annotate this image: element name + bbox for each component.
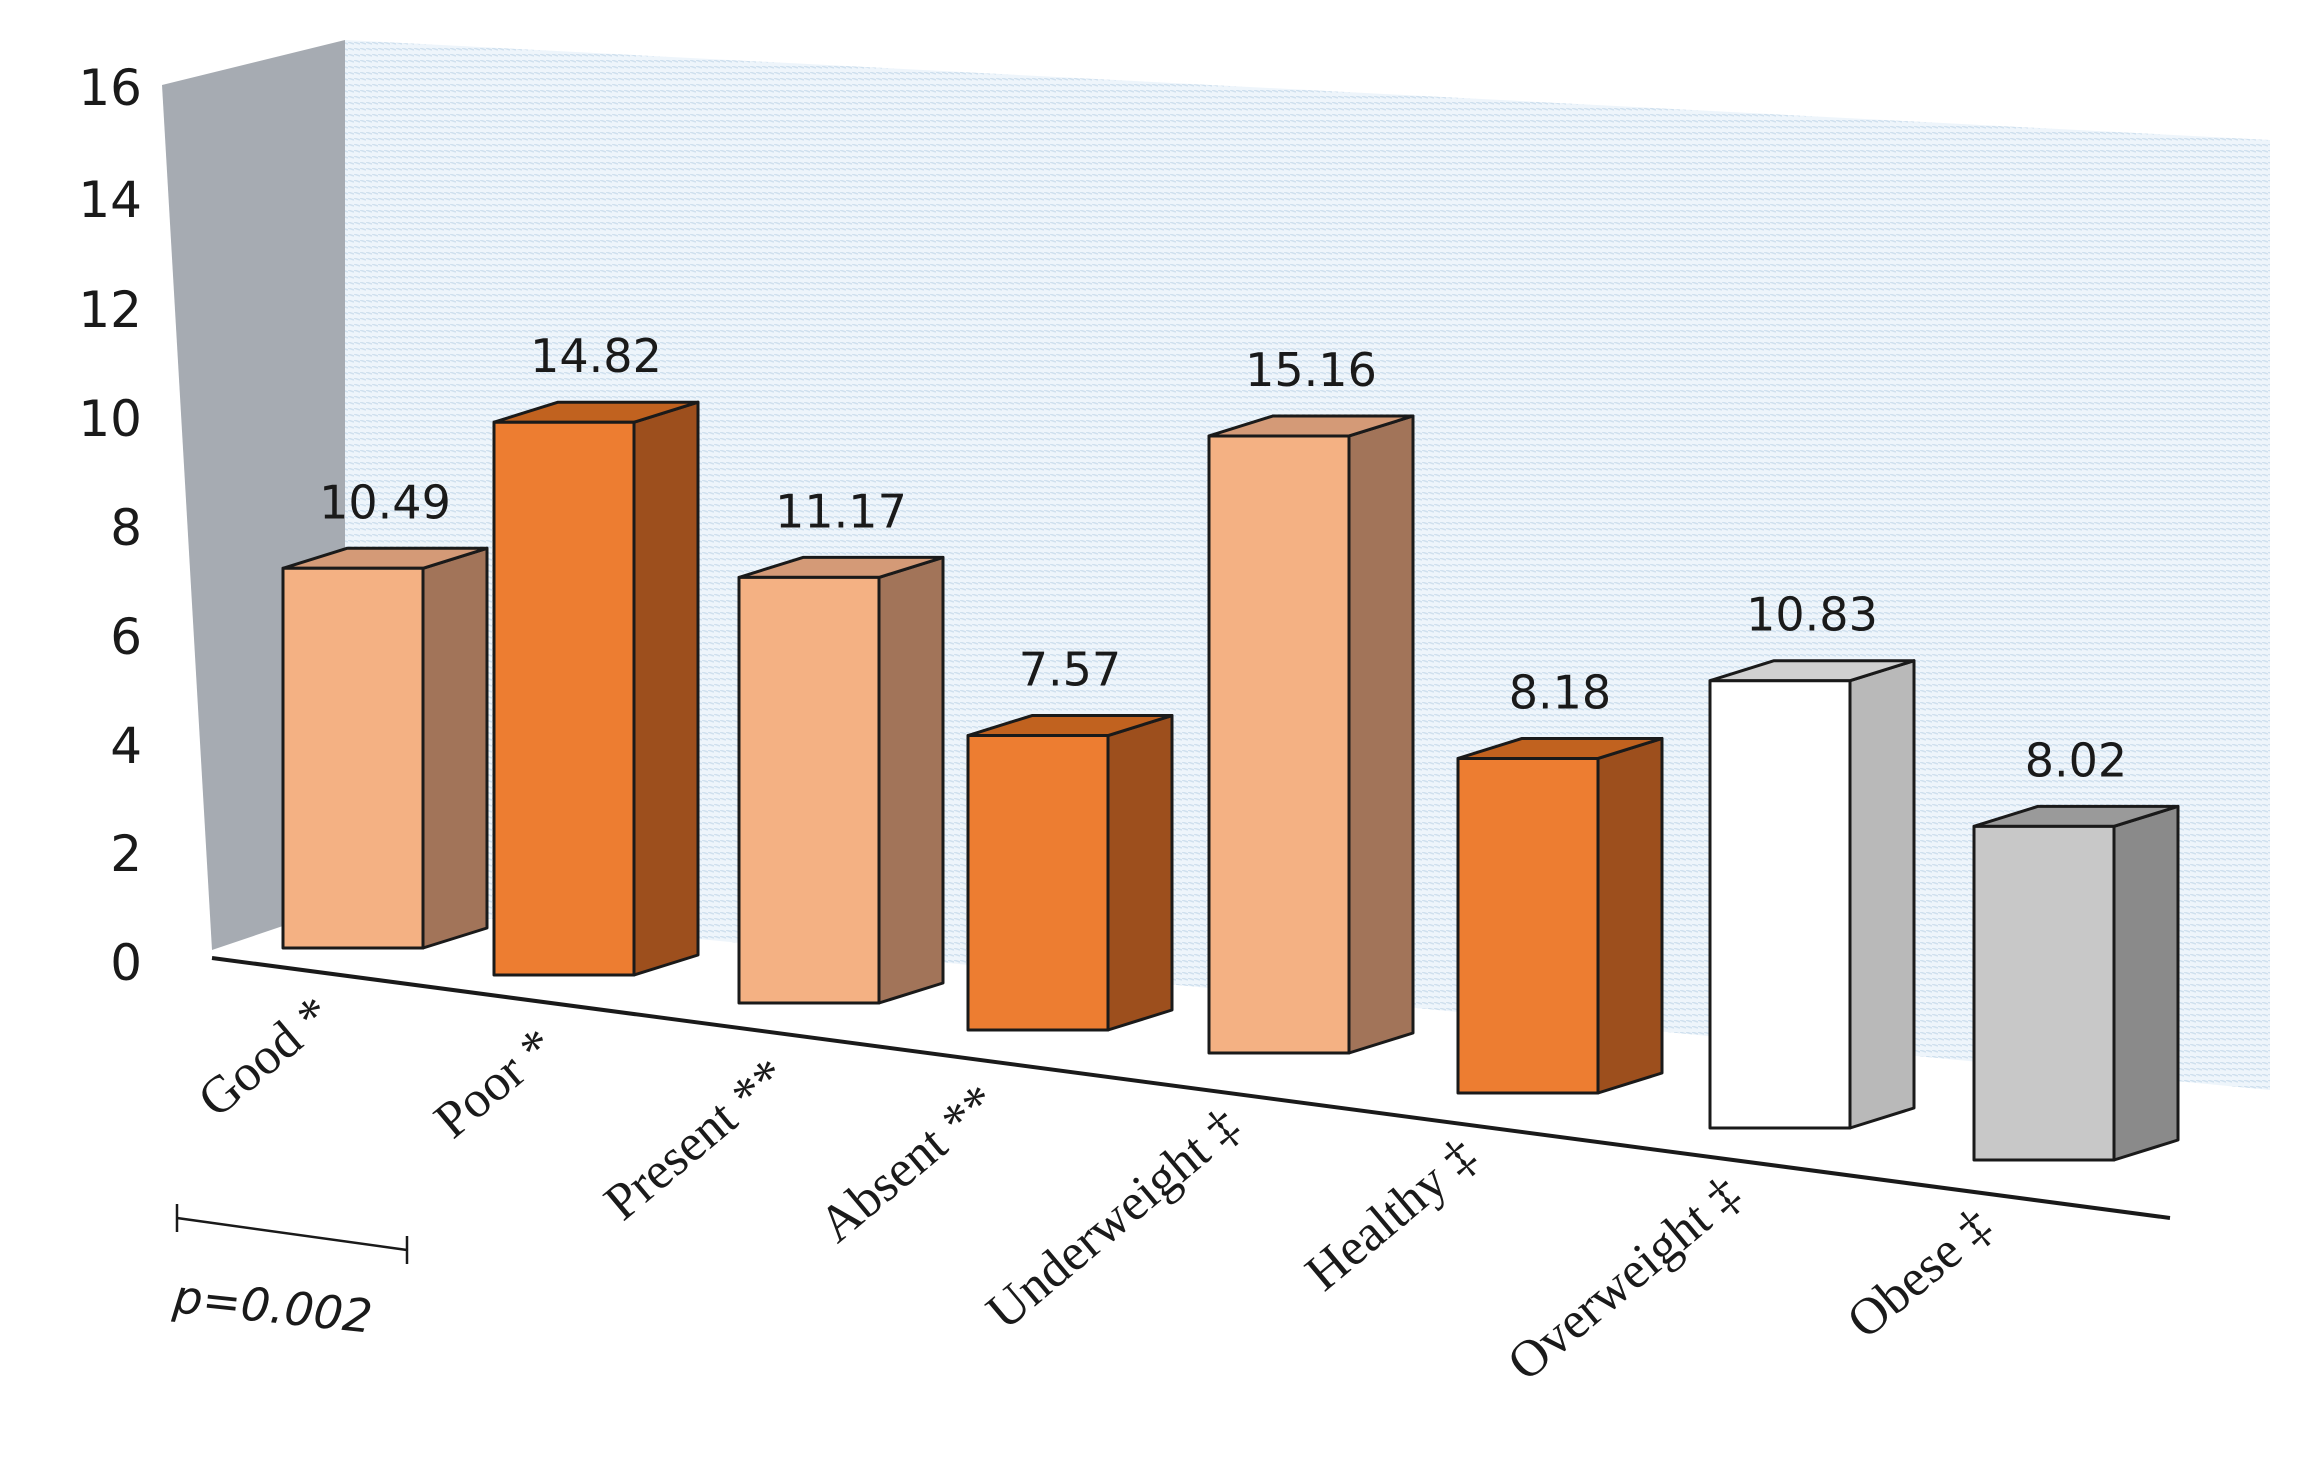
bar-side-face (1347, 414, 1415, 1055)
category-label-2: Poor * (424, 1018, 566, 1150)
category-label-3: Present ** (594, 1048, 798, 1232)
bar-value-label-1: 10.49 (319, 475, 451, 529)
bar-side-face (421, 546, 489, 950)
bar-value-label-4: 7.57 (1019, 643, 1121, 697)
bar-1: 10.49 (281, 475, 489, 950)
bar-front-face (492, 420, 636, 977)
bar-5: 15.16 (1207, 343, 1415, 1055)
bar-value-label-5: 15.16 (1245, 343, 1377, 397)
category-label-1: Good * (188, 986, 343, 1129)
y-axis-ticks: 0 2 4 6 8 10 12 14 16 (78, 59, 142, 992)
y-tick-label-0: 0 (110, 934, 142, 992)
bar-4: 7.57 (966, 643, 1174, 1032)
bar-value-label-3: 11.17 (775, 484, 907, 538)
category-label-8: Obese ‡ (1837, 1198, 2003, 1350)
bar-front-face (1207, 434, 1351, 1055)
y-tick-label-12: 12 (78, 281, 142, 339)
p-value-label: p=0.002 (170, 1269, 375, 1344)
bar-value-label-8: 8.02 (2025, 733, 2127, 787)
bar-3: 11.17 (737, 484, 945, 1005)
category-label-4: Absent ** (808, 1074, 1007, 1254)
p-value-annotation: p=0.002 (170, 1204, 409, 1344)
bar-front-face (1708, 679, 1852, 1130)
y-tick-label-16: 16 (78, 59, 142, 117)
bar-front-face (966, 734, 1110, 1032)
bar-8: 8.02 (1972, 733, 2180, 1162)
category-label-6: Healthy ‡ (1295, 1128, 1488, 1303)
bar-2: 14.82 (492, 329, 700, 977)
bar-front-face (1972, 824, 2116, 1162)
p-value-bracket-line (176, 1216, 408, 1252)
x-axis-line (211, 956, 2171, 1220)
bar-side-face (632, 400, 700, 977)
bar-side-face (877, 555, 945, 1005)
bar-side-face (2112, 804, 2180, 1162)
bar-front-face (281, 566, 425, 950)
bar-front-face (1456, 756, 1600, 1095)
bar-value-label-7: 10.83 (1746, 588, 1878, 642)
bar-6: 8.18 (1456, 665, 1664, 1095)
y-tick-label-8: 8 (110, 499, 142, 557)
bar-7: 10.83 (1708, 588, 1916, 1130)
category-label-5: Underweight ‡ (976, 1098, 1250, 1341)
bars-group: 10.49 14.82 11.17 7.57 15.16 8.18 10.83 8.02 (281, 329, 2180, 1162)
y-tick-label-10: 10 (78, 390, 142, 448)
bar-value-label-6: 8.18 (1509, 665, 1611, 719)
y-tick-label-4: 4 (110, 717, 142, 775)
bar-side-face (1848, 659, 1916, 1130)
y-tick-label-14: 14 (78, 171, 142, 229)
y-tick-label-2: 2 (110, 825, 142, 883)
bar-side-face (1596, 736, 1664, 1095)
bar-front-face (737, 575, 881, 1005)
category-label-7: Overweight ‡ (1497, 1166, 1752, 1393)
bar-side-face (1106, 714, 1174, 1032)
bar-value-label-2: 14.82 (530, 329, 662, 383)
y-tick-label-6: 6 (110, 608, 142, 666)
